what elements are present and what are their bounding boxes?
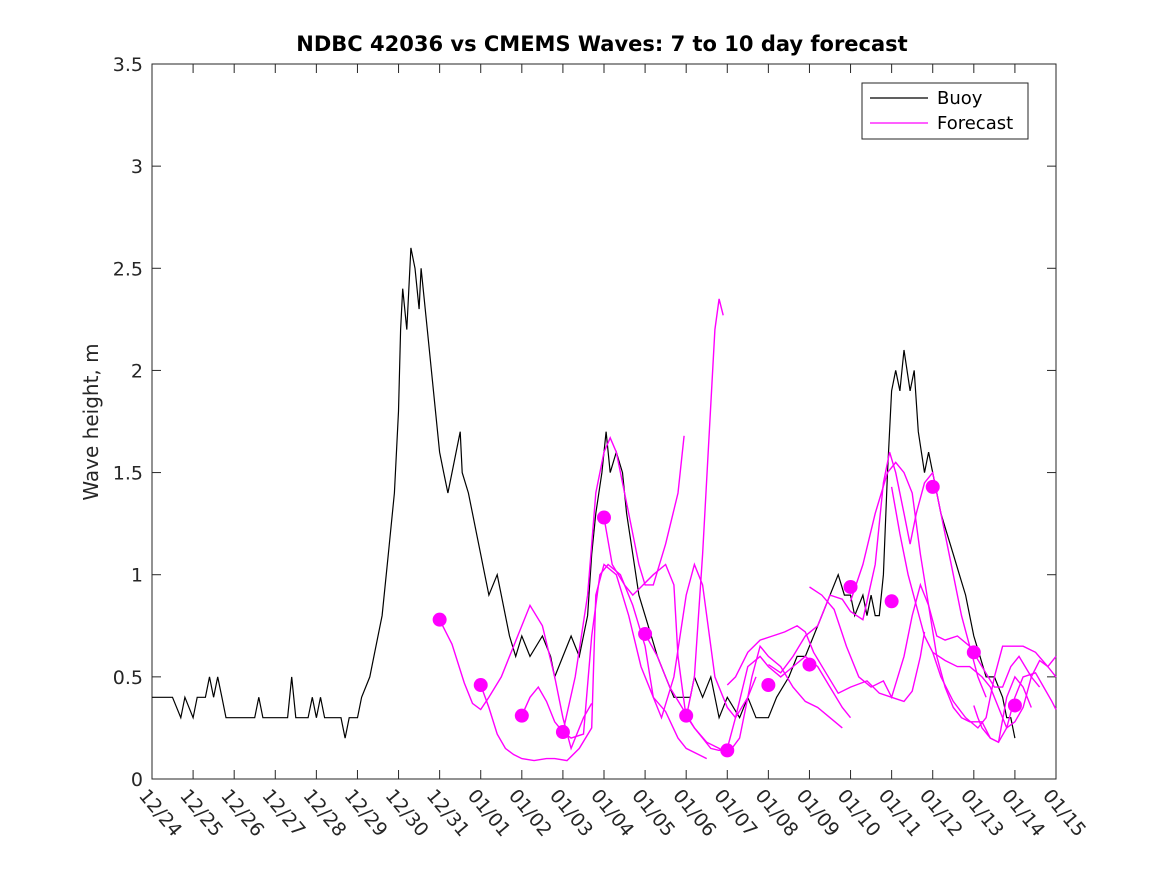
forecast-marker-2 xyxy=(473,678,488,693)
legend-box xyxy=(861,82,1029,140)
x-tick-label: 12/29 xyxy=(340,785,392,841)
forecast-marker-12 xyxy=(884,594,899,609)
chart-title: NDBC 42036 vs CMEMS Waves: 7 to 10 day f… xyxy=(296,32,907,56)
x-tick-label: 01/11 xyxy=(874,785,926,841)
x-tick-label: 01/14 xyxy=(997,785,1049,841)
forecast-marker-14 xyxy=(966,645,981,660)
forecast-marker-1 xyxy=(432,612,447,627)
forecast-series-line-11 xyxy=(849,461,1041,688)
forecast-marker-5 xyxy=(597,510,611,525)
x-tick-label: 01/05 xyxy=(627,785,679,841)
forecast-marker-3 xyxy=(514,708,529,723)
forecast-marker-10 xyxy=(802,657,817,672)
x-tick-label: 01/10 xyxy=(833,785,885,841)
legend-label-forecast: Forecast xyxy=(937,113,1013,134)
forecast-series-line-7 xyxy=(685,655,852,752)
y-tick-label: 3 xyxy=(131,156,143,178)
forecast-marker-4 xyxy=(555,725,570,740)
y-axis-label: Wave height, m xyxy=(79,343,103,500)
forecast-series-line-12 xyxy=(890,486,1057,729)
forecast-series-line-14 xyxy=(973,671,1057,744)
forecast-marker-11 xyxy=(843,579,858,594)
x-tick-label: 01/15 xyxy=(1038,785,1090,841)
forecast-series-line-6 xyxy=(644,633,843,756)
y-tick-label: 0.5 xyxy=(113,667,143,689)
forecast-series-line-8 xyxy=(726,624,926,703)
plot-area xyxy=(151,63,1057,780)
buoy-series-line xyxy=(152,247,1016,739)
forecast-series-line-10 xyxy=(809,582,1032,744)
x-tick-label: 01/09 xyxy=(792,785,844,841)
forecast-series-line-13 xyxy=(932,651,1057,730)
x-tick-label: 12/25 xyxy=(175,785,227,841)
y-tick-label: 2 xyxy=(131,360,143,382)
y-tick-label: 2.5 xyxy=(113,258,143,280)
forecast-series-line-5 xyxy=(603,298,724,718)
y-tick-label: 3.5 xyxy=(113,54,143,76)
x-tick-label: 01/13 xyxy=(956,785,1008,841)
forecast-series-line-1 xyxy=(438,603,593,751)
forecast-marker-13 xyxy=(925,479,940,494)
x-tick-label: 01/07 xyxy=(709,785,761,841)
forecast-series-line-3 xyxy=(521,562,757,739)
forecast-marker-7 xyxy=(679,708,694,723)
x-tick-label: 12/26 xyxy=(216,785,268,841)
x-tick-label: 12/28 xyxy=(299,785,351,841)
x-tick-label: 01/12 xyxy=(915,785,967,841)
x-tick-label: 01/06 xyxy=(668,785,720,841)
legend-label-buoy: Buoy xyxy=(937,88,983,109)
x-tick-label: 12/27 xyxy=(257,785,309,841)
y-tick-label: 0 xyxy=(131,769,143,791)
x-tick-label: 01/02 xyxy=(504,785,556,841)
x-tick-label: 01/08 xyxy=(751,785,803,841)
forecast-marker-8 xyxy=(720,743,735,758)
forecast-marker-6 xyxy=(638,626,653,641)
forecast-series-line-9 xyxy=(768,451,987,698)
x-tick-label: 01/03 xyxy=(545,785,597,841)
x-tick-label: 01/01 xyxy=(463,785,515,841)
forecast-series-line-2 xyxy=(480,563,708,762)
forecast-marker-9 xyxy=(761,678,776,693)
y-tick-label: 1.5 xyxy=(113,463,143,485)
forecast-series-line-4 xyxy=(562,435,685,733)
x-tick-label: 12/24 xyxy=(134,785,186,841)
x-tick-label: 01/04 xyxy=(586,785,638,841)
x-tick-label: 12/31 xyxy=(422,785,474,841)
x-tick-label: 12/30 xyxy=(381,785,433,841)
forecast-marker-15 xyxy=(1007,698,1022,713)
y-tick-label: 1 xyxy=(131,565,143,587)
